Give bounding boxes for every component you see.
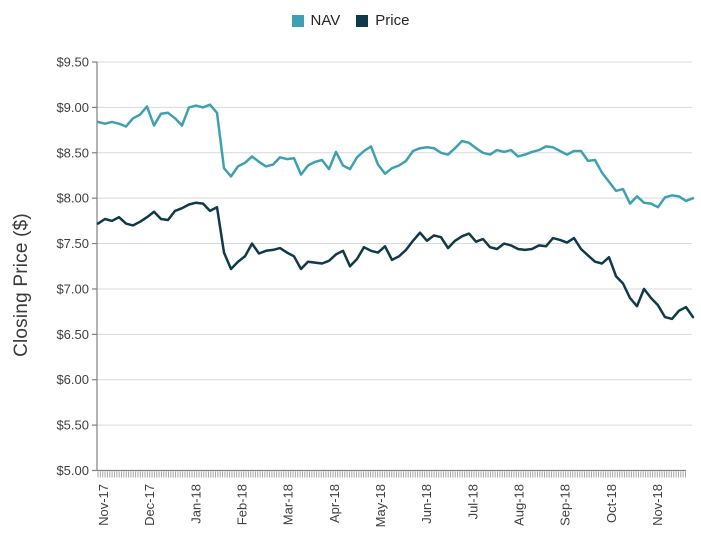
nav-legend-label: NAV: [310, 12, 341, 29]
y-tick-label: $8.00: [56, 191, 89, 206]
x-tick-label: Feb-18: [235, 484, 250, 525]
x-tick-label: Nov-18: [650, 484, 665, 526]
x-tick-label: Aug-18: [512, 484, 527, 526]
x-tick-label: Jul-18: [465, 484, 480, 519]
y-tick-label: $5.50: [56, 418, 89, 433]
x-tick-label: Jun-18: [419, 484, 434, 524]
y-tick-label: $9.00: [56, 100, 89, 115]
x-tick-label: Apr-18: [327, 484, 342, 523]
y-tick-label: $6.00: [56, 372, 89, 387]
price-legend-label: Price: [375, 12, 410, 29]
nav-legend-swatch-icon: [291, 14, 304, 27]
y-tick-label: $5.00: [56, 463, 89, 478]
legend: NAV Price: [0, 13, 701, 28]
x-tick-label: Mar-18: [281, 484, 296, 525]
nav-line: [96, 103, 695, 209]
x-tick-label: Oct-18: [604, 484, 619, 523]
legend-item-nav: NAV: [291, 12, 341, 29]
x-tick-label: Dec-17: [142, 484, 157, 526]
legend-item-price: Price: [356, 13, 409, 28]
price-legend-swatch-icon: [356, 14, 369, 27]
x-tick-label: May-18: [373, 484, 388, 527]
y-tick-label: $7.00: [56, 281, 89, 296]
y-tick-label: $7.50: [56, 236, 89, 251]
x-tick-label: Nov-17: [96, 484, 111, 526]
y-tick-label: $9.50: [56, 55, 89, 70]
y-tick-label: $6.50: [56, 327, 89, 342]
x-tick-label: Jan-18: [188, 484, 203, 524]
x-tick-label: Sep-18: [558, 484, 573, 526]
y-tick-label: $8.50: [56, 145, 89, 160]
price-line: [96, 201, 695, 321]
x-minor-ticks: [97, 471, 686, 478]
